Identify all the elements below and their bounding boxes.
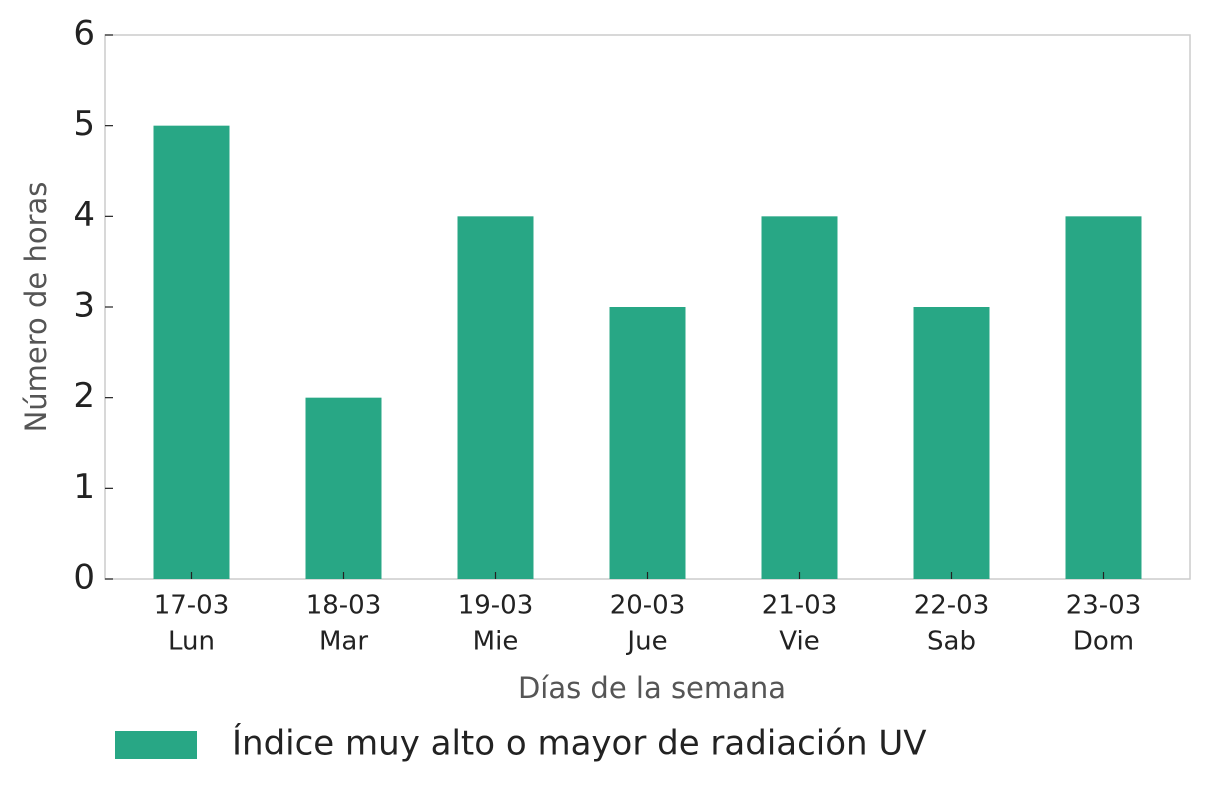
x-tick-label: Dom bbox=[1073, 627, 1134, 657]
legend-swatch bbox=[115, 731, 197, 759]
bar bbox=[1065, 216, 1142, 580]
x-tick-label: 22-03 bbox=[914, 591, 990, 621]
y-axis-label: Número de horas bbox=[19, 182, 53, 433]
bar bbox=[305, 397, 382, 579]
y-tick-label: 6 bbox=[73, 14, 95, 54]
x-tick-label: Vie bbox=[779, 627, 819, 657]
y-tick-label: 1 bbox=[73, 467, 95, 507]
x-tick-label: 19-03 bbox=[458, 591, 534, 621]
bar bbox=[913, 307, 990, 579]
y-tick-label: 3 bbox=[73, 286, 95, 326]
legend-label: Índice muy alto o mayor de radiación UV bbox=[232, 723, 927, 764]
x-tick-label: Mar bbox=[319, 627, 368, 657]
y-tick-label: 0 bbox=[73, 558, 95, 598]
x-tick-label: 23-03 bbox=[1066, 591, 1142, 621]
x-tick-label: 17-03 bbox=[154, 591, 230, 621]
x-tick-label: Jue bbox=[625, 627, 667, 657]
y-tick-label: 4 bbox=[73, 195, 95, 235]
x-tick-label: 18-03 bbox=[306, 591, 382, 621]
x-tick-label: Lun bbox=[168, 627, 215, 657]
x-tick-label: 21-03 bbox=[762, 591, 838, 621]
x-tick-label: Sab bbox=[927, 627, 976, 657]
bar bbox=[457, 216, 534, 580]
y-tick-label: 5 bbox=[73, 104, 95, 144]
bar bbox=[609, 307, 686, 579]
bar bbox=[153, 125, 230, 580]
y-tick-label: 2 bbox=[73, 376, 95, 416]
x-tick-label: 20-03 bbox=[610, 591, 686, 621]
x-axis-label: Días de la semana bbox=[518, 671, 786, 705]
x-tick-label: Mie bbox=[473, 627, 519, 657]
bar bbox=[761, 216, 838, 580]
